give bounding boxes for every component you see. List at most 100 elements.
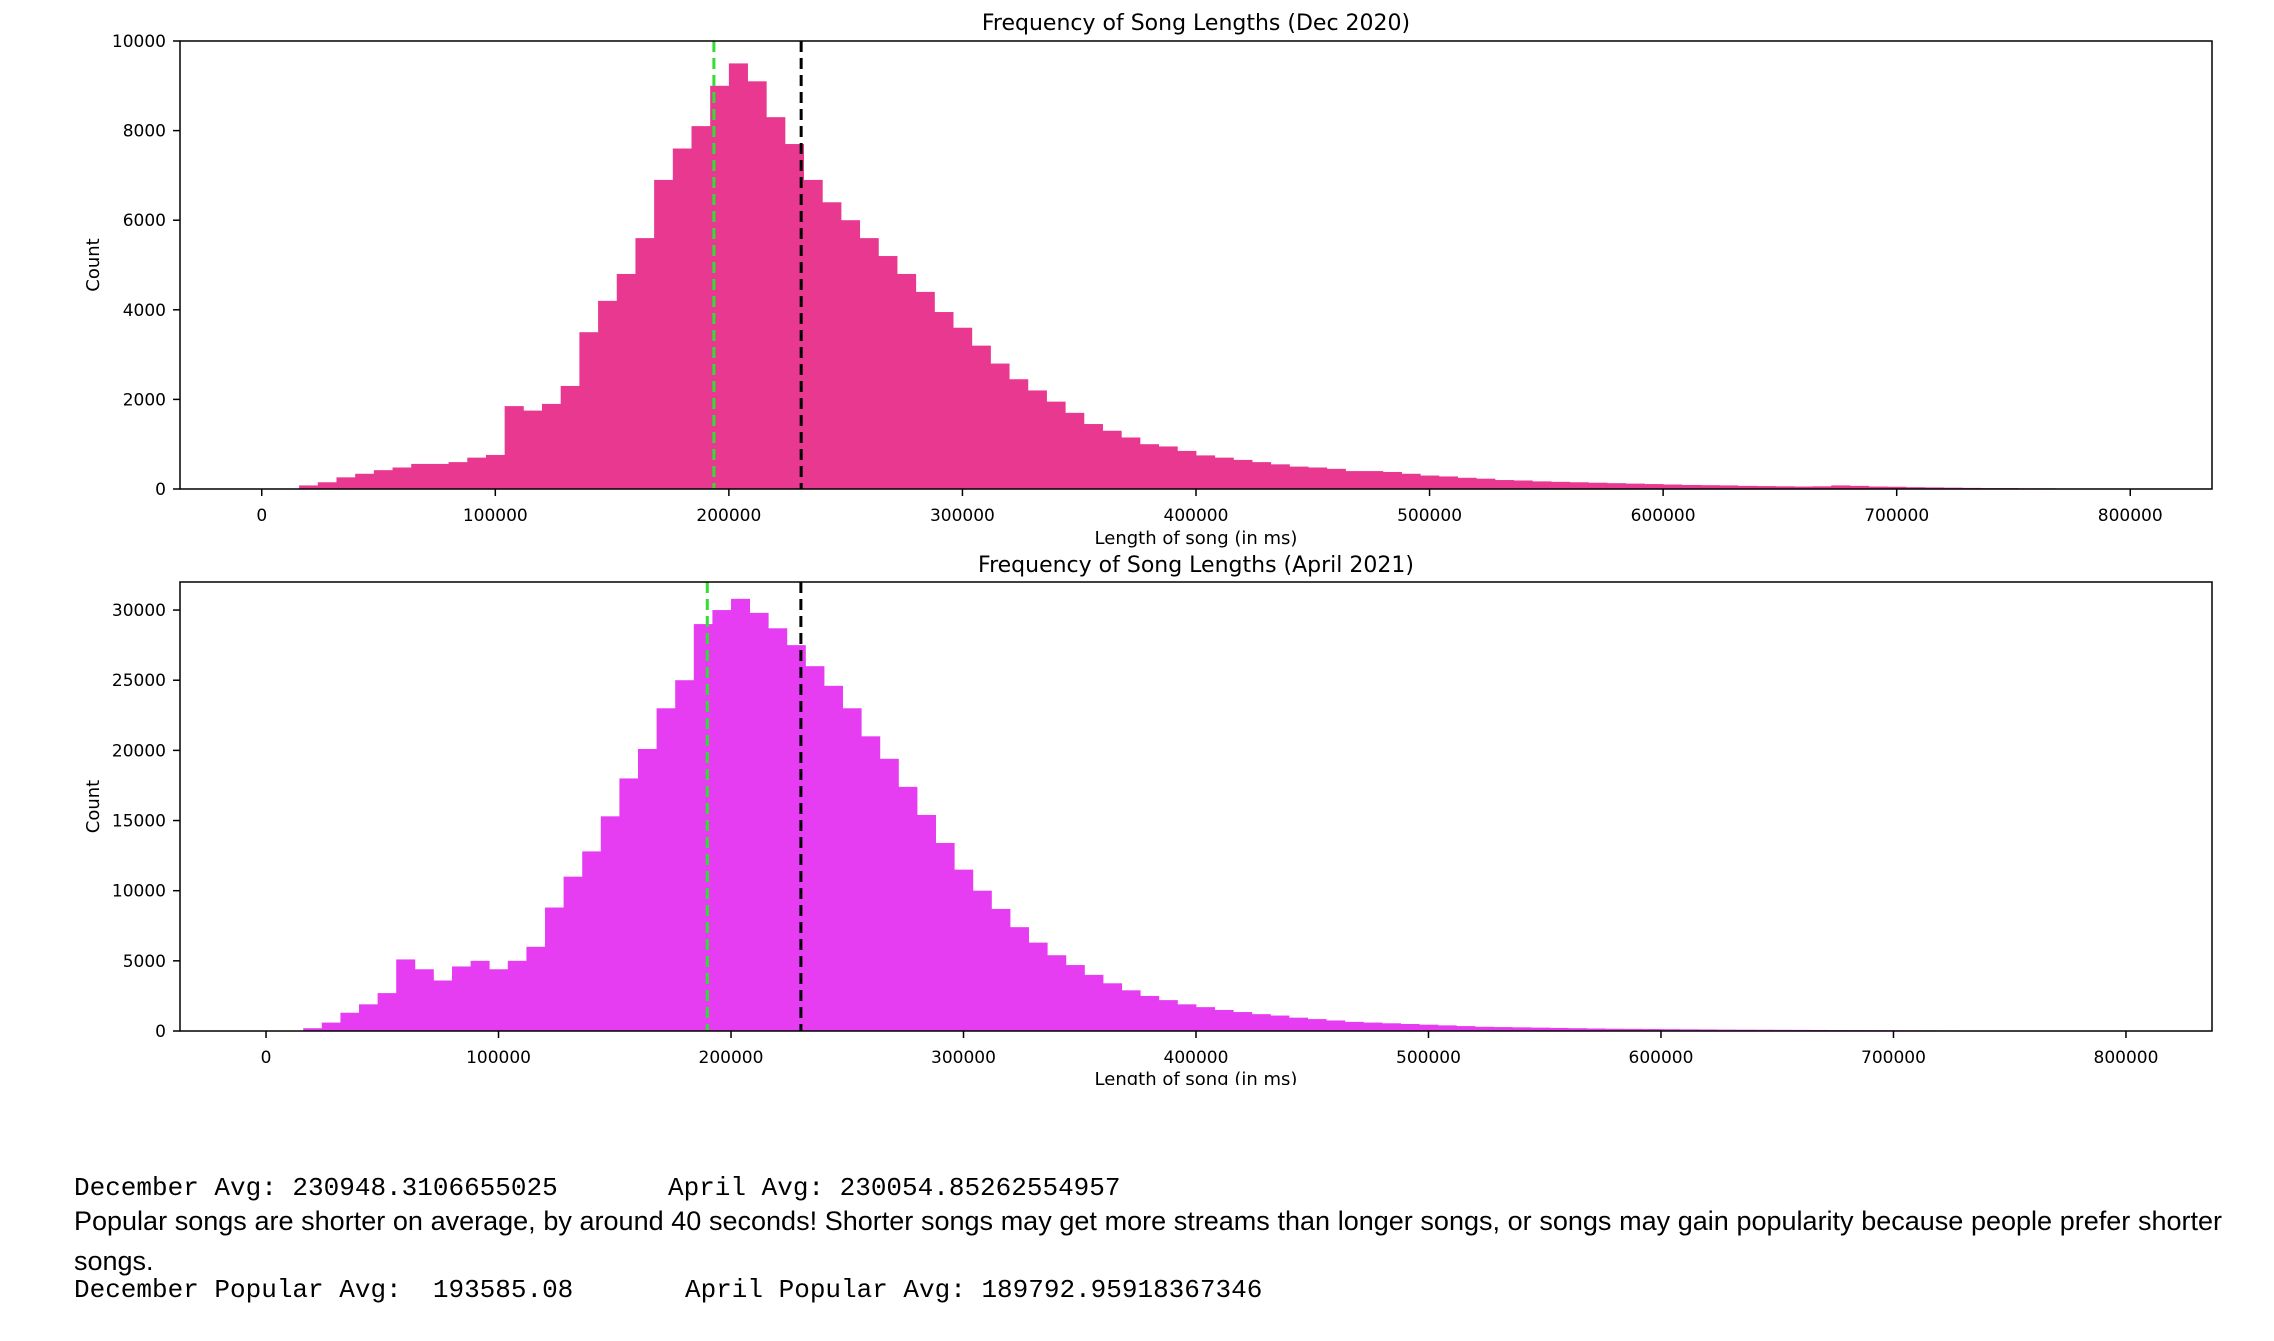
- histogram-bar: [954, 870, 973, 1031]
- histogram-bar: [1308, 467, 1327, 489]
- histogram-bar: [322, 1023, 341, 1031]
- histogram-bar: [598, 301, 617, 489]
- histogram-bar: [1326, 1020, 1345, 1031]
- y-tick-label: 10000: [112, 882, 166, 902]
- histogram-bar: [822, 202, 841, 489]
- histogram-bar: [1122, 990, 1141, 1031]
- histogram-bar: [712, 610, 731, 1031]
- histogram-bar: [1252, 462, 1271, 489]
- histogram-bar: [991, 909, 1010, 1031]
- histogram-bar: [1177, 1004, 1196, 1031]
- histogram-bar: [411, 464, 430, 489]
- histogram-bar: [449, 462, 468, 489]
- histogram-bar: [638, 749, 657, 1031]
- histogram-bar: [1402, 474, 1421, 489]
- x-tick-label: 100000: [466, 1048, 531, 1068]
- histogram-bar: [804, 180, 823, 489]
- plot-frame: [180, 41, 2212, 489]
- histogram-bar: [917, 815, 936, 1031]
- histogram-bar: [878, 256, 897, 489]
- chart-title: Frequency of Song Lengths (April 2021): [978, 553, 1414, 578]
- histogram-bar: [843, 708, 862, 1031]
- x-tick-label: 500000: [1397, 506, 1462, 526]
- histogram-bar: [1066, 965, 1085, 1031]
- histogram-bar: [526, 947, 545, 1031]
- histogram-bar: [545, 908, 564, 1031]
- x-tick-label: 600000: [1629, 1048, 1694, 1068]
- histogram-bar: [1551, 482, 1570, 489]
- y-tick-label: 25000: [112, 671, 166, 691]
- y-tick-label: 20000: [112, 741, 166, 761]
- histogram-bar: [1215, 458, 1234, 489]
- histogram-bar: [378, 993, 397, 1031]
- histogram-bar: [694, 624, 713, 1031]
- x-tick-label: 700000: [1864, 506, 1929, 526]
- x-tick-label: 400000: [1164, 506, 1229, 526]
- histogram-bar: [972, 346, 991, 489]
- histogram-bar: [1196, 455, 1215, 489]
- x-tick-label: 200000: [699, 1048, 764, 1068]
- histogram-bar: [1065, 413, 1084, 489]
- histogram-bar: [564, 877, 583, 1031]
- y-tick-label: 5000: [123, 952, 166, 972]
- histogram-bar: [619, 778, 638, 1031]
- histogram-bar: [1419, 1025, 1438, 1031]
- histogram-bar: [1570, 482, 1589, 489]
- histogram-bar: [471, 961, 490, 1031]
- histogram-bar: [675, 680, 694, 1031]
- histogram-bar: [936, 843, 955, 1031]
- histogram-bar: [1420, 476, 1439, 489]
- x-tick-label: 400000: [1164, 1048, 1229, 1068]
- x-axis-label: Length of song (in ms): [1095, 528, 1298, 549]
- histogram-bar: [617, 274, 636, 489]
- y-axis-label: Count: [83, 238, 104, 291]
- x-tick-label: 200000: [696, 506, 761, 526]
- x-axis-label: Length of song (in ms): [1095, 1069, 1298, 1085]
- x-tick-label: 500000: [1396, 1048, 1461, 1068]
- histogram-bar: [486, 455, 505, 489]
- histogram-bar: [731, 599, 750, 1031]
- histogram-bar: [1010, 927, 1029, 1031]
- histogram-bar: [1364, 471, 1383, 489]
- histogram-bar: [1514, 480, 1533, 489]
- histogram-bar: [1047, 955, 1066, 1031]
- y-tick-label: 0: [155, 1022, 166, 1042]
- histogram-bar: [897, 274, 916, 489]
- x-tick-label: 300000: [931, 1048, 996, 1068]
- x-tick-label: 800000: [2098, 506, 2163, 526]
- histogram-bar: [542, 404, 561, 489]
- december-avg: December Avg: 230948.3106655025: [74, 1171, 668, 1205]
- histogram-bar: [508, 961, 527, 1031]
- x-tick-label: 100000: [463, 506, 528, 526]
- histogram-bar: [415, 969, 434, 1031]
- histogram-bar: [1103, 431, 1122, 489]
- histogram-bar: [355, 474, 374, 489]
- histogram-bar: [1327, 469, 1346, 489]
- x-tick-label: 0: [256, 506, 267, 526]
- histogram-bar: [673, 149, 692, 489]
- histogram-bar: [1177, 451, 1196, 489]
- histogram-bar: [1029, 943, 1048, 1031]
- x-tick-label: 800000: [2094, 1048, 2159, 1068]
- histogram-bar: [505, 406, 524, 489]
- histogram-bar: [824, 686, 843, 1031]
- histogram-bar: [1495, 480, 1514, 489]
- histogram-bar: [748, 81, 767, 489]
- histogram-bar: [973, 891, 992, 1031]
- histogram-bar: [1009, 379, 1028, 489]
- histogram-bar: [1103, 983, 1122, 1031]
- histogram-bar: [433, 980, 452, 1031]
- x-tick-label: 700000: [1861, 1048, 1926, 1068]
- histogram-bar: [1382, 1023, 1401, 1031]
- histogram-bar: [657, 708, 676, 1031]
- histogram-bar: [1626, 484, 1645, 489]
- histogram-bar: [1532, 481, 1551, 489]
- histogram-bar: [1345, 471, 1364, 489]
- x-tick-label: 300000: [930, 506, 995, 526]
- histogram-bar: [467, 458, 486, 489]
- y-tick-label: 15000: [112, 812, 166, 832]
- histogram-bar: [1084, 424, 1103, 489]
- histogram-bar: [489, 969, 508, 1031]
- histogram-bar: [1308, 1019, 1327, 1031]
- histogram-bar: [934, 312, 953, 489]
